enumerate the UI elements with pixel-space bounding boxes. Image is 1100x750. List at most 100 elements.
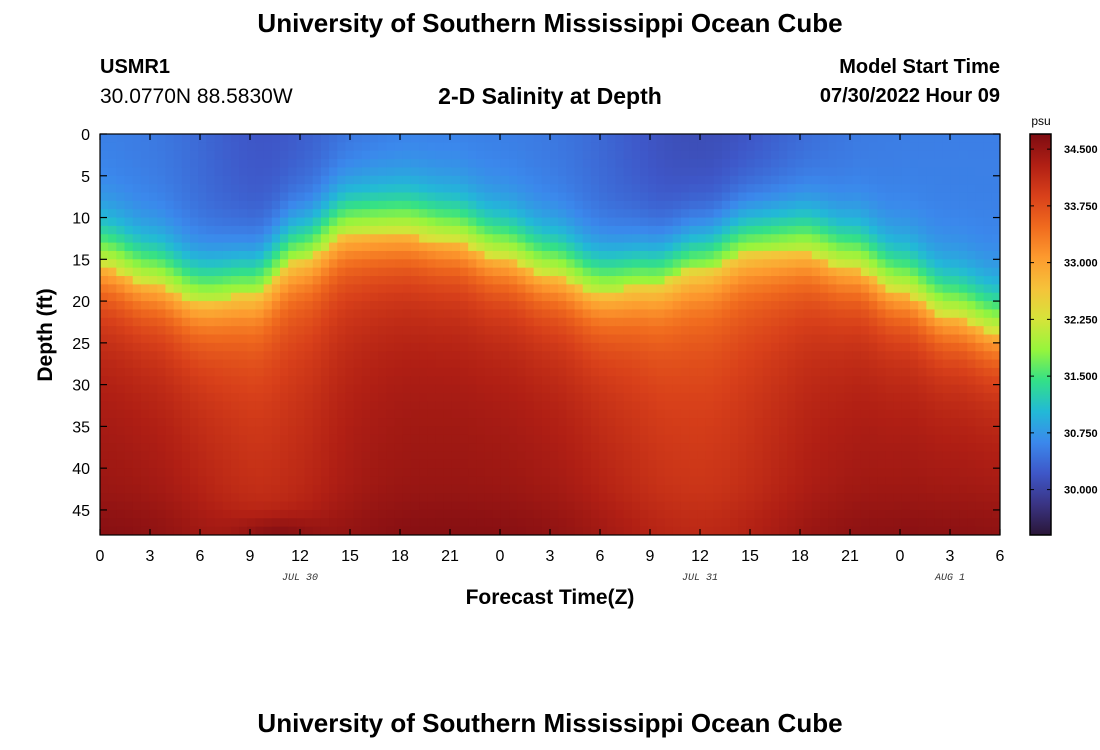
heatmap-cell bbox=[149, 443, 158, 453]
heatmap-cell bbox=[738, 184, 747, 194]
heatmap-cell bbox=[468, 459, 477, 469]
heatmap-cell bbox=[386, 309, 396, 319]
heatmap-cell bbox=[836, 334, 846, 344]
heatmap-cell bbox=[402, 284, 412, 294]
heatmap-cell bbox=[787, 468, 797, 478]
heatmap-cell bbox=[198, 250, 207, 260]
heatmap-cell bbox=[140, 184, 150, 194]
heatmap-cell bbox=[476, 518, 486, 528]
heatmap-cell bbox=[198, 225, 207, 235]
heatmap-cell bbox=[770, 518, 780, 528]
heatmap-cell bbox=[607, 159, 617, 169]
heatmap-cell bbox=[574, 159, 584, 169]
heatmap-cell bbox=[304, 443, 314, 453]
heatmap-cell bbox=[615, 242, 625, 252]
heatmap-cell bbox=[574, 451, 584, 461]
heatmap-cell bbox=[108, 443, 117, 453]
heatmap-cell bbox=[394, 509, 404, 519]
heatmap-cell bbox=[525, 451, 535, 461]
heatmap-cell bbox=[901, 342, 911, 352]
heatmap-cell bbox=[214, 493, 224, 503]
heatmap-cell bbox=[607, 200, 617, 210]
heatmap-cell bbox=[149, 351, 158, 361]
heatmap-cell bbox=[770, 309, 780, 319]
heatmap-cell bbox=[615, 518, 625, 528]
heatmap-cell bbox=[656, 301, 666, 311]
heatmap-cell bbox=[304, 134, 314, 143]
heatmap-cell bbox=[165, 468, 175, 478]
heatmap-cell bbox=[214, 443, 224, 453]
heatmap-cell bbox=[590, 518, 600, 528]
heatmap-cell bbox=[517, 426, 527, 436]
heatmap-cell bbox=[500, 134, 510, 143]
heatmap-cell bbox=[460, 443, 469, 453]
heatmap-cell bbox=[942, 376, 952, 386]
heatmap-cell bbox=[370, 142, 379, 152]
heatmap-cell bbox=[648, 259, 657, 269]
heatmap-cell bbox=[100, 526, 109, 535]
heatmap-cell bbox=[370, 518, 379, 528]
heatmap-cell bbox=[419, 225, 428, 235]
heatmap-cell bbox=[648, 526, 657, 535]
heatmap-cell bbox=[721, 451, 731, 461]
heatmap-cell bbox=[206, 209, 216, 219]
heatmap-cell bbox=[721, 376, 731, 386]
heatmap-cell bbox=[460, 209, 469, 219]
heatmap-cell bbox=[329, 167, 338, 177]
heatmap-cell bbox=[926, 167, 936, 177]
heatmap-cell bbox=[631, 134, 641, 143]
heatmap-cell bbox=[427, 292, 437, 302]
heatmap-cell bbox=[427, 443, 437, 453]
heatmap-cell bbox=[320, 476, 330, 486]
heatmap-cell bbox=[165, 334, 175, 344]
heatmap-cell bbox=[811, 317, 821, 327]
heatmap-cell bbox=[361, 401, 371, 411]
heatmap-cell bbox=[631, 192, 641, 202]
heatmap-cell bbox=[869, 292, 878, 302]
heatmap-cell bbox=[394, 134, 404, 143]
heatmap-cell bbox=[934, 250, 944, 260]
heatmap-cell bbox=[181, 501, 191, 511]
heatmap-cell bbox=[337, 184, 347, 194]
heatmap-cell bbox=[378, 301, 387, 311]
heatmap-cell bbox=[811, 301, 821, 311]
heatmap-cell bbox=[533, 443, 543, 453]
heatmap-cell bbox=[525, 301, 535, 311]
heatmap-cell bbox=[517, 401, 527, 411]
heatmap-cell bbox=[337, 292, 347, 302]
heatmap-cell bbox=[541, 159, 551, 169]
heatmap-cell bbox=[443, 242, 453, 252]
heatmap-cell bbox=[926, 200, 936, 210]
heatmap-cell bbox=[811, 418, 821, 427]
heatmap-cell bbox=[222, 418, 232, 427]
heatmap-cell bbox=[558, 392, 567, 402]
heatmap-cell bbox=[304, 526, 314, 535]
heatmap-cell bbox=[820, 351, 829, 361]
heatmap-cell bbox=[656, 468, 666, 478]
heatmap-cell bbox=[590, 384, 600, 394]
heatmap-cell bbox=[263, 267, 273, 277]
heatmap-cell bbox=[590, 292, 600, 302]
heatmap-cell bbox=[893, 509, 903, 519]
heatmap-cell bbox=[779, 401, 788, 411]
heatmap-cell bbox=[500, 209, 510, 219]
heatmap-cell bbox=[631, 284, 641, 294]
heatmap-cell bbox=[361, 301, 371, 311]
heatmap-cell bbox=[877, 242, 887, 252]
heatmap-cell bbox=[435, 443, 445, 453]
heatmap-cell bbox=[877, 200, 887, 210]
heatmap-cell bbox=[623, 443, 633, 453]
heatmap-cell bbox=[280, 443, 289, 453]
heatmap-cell bbox=[190, 334, 199, 344]
heatmap-cell bbox=[181, 217, 191, 227]
heatmap-cell bbox=[190, 134, 199, 143]
heatmap-cell bbox=[525, 184, 535, 194]
heatmap-cell bbox=[779, 342, 788, 352]
heatmap-cell bbox=[631, 334, 641, 344]
heatmap-cell bbox=[181, 309, 191, 319]
heatmap-cell bbox=[648, 142, 657, 152]
heatmap-cell bbox=[615, 434, 625, 444]
heatmap-cell bbox=[116, 292, 126, 302]
heatmap-cell bbox=[140, 351, 150, 361]
heatmap-cell bbox=[803, 301, 813, 311]
